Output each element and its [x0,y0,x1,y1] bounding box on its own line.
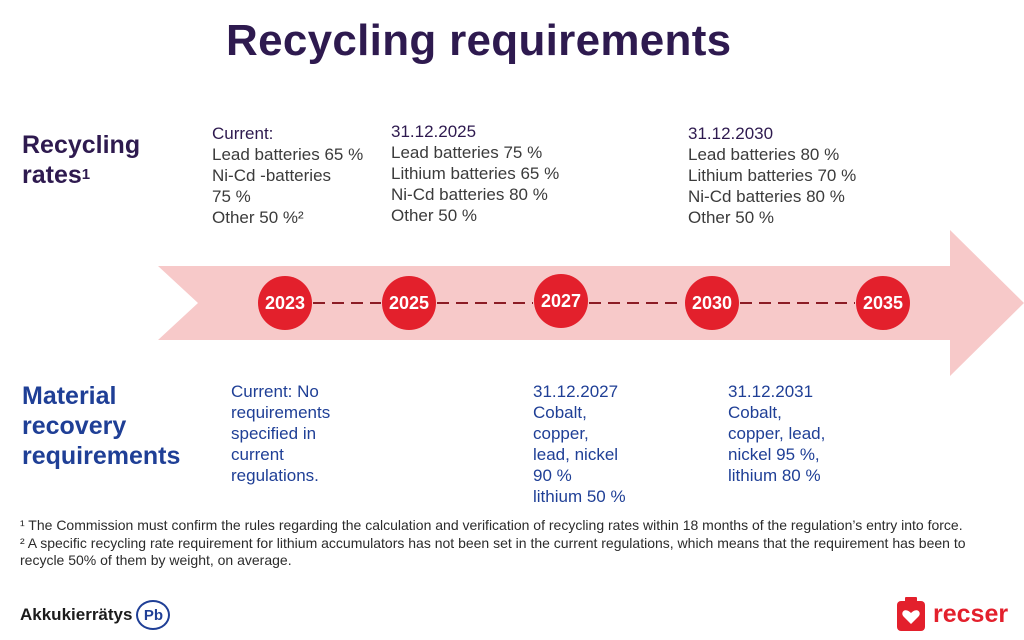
rates-current-block: Current: Lead batteries 65 % Ni-Cd -batt… [212,123,363,228]
rates-2030-block: 31.12.2030 Lead batteries 80 % Lithium b… [688,123,856,228]
material-recovery-label-line-3: requirements [22,442,181,470]
akkukierratys-logo: Akkukierrätys Pb [20,600,171,630]
material-recovery-label: Material recovery requirements [22,381,180,471]
battery-heart-icon [897,597,925,631]
material-current-line: requirements [231,403,331,422]
rates-2025-line: Lithium batteries 65 % [391,164,560,183]
material-current-block: Current: No requirements specified in cu… [231,381,330,486]
rates-2030-line: Lithium batteries 70 % [688,166,857,185]
material-2027-line: lead, nickel [533,445,619,464]
recser-logo: recser [897,597,1008,631]
material-2027-heading: 31.12.2027 [533,382,619,401]
material-2031-line: lithium 80 % [728,466,821,485]
milestone-2030: 2030 [685,276,739,330]
rates-2030-heading: 31.12.2030 [688,124,774,143]
material-current-line: current [231,445,284,464]
material-current-heading: Current: [231,382,293,401]
recser-wordmark: recser [933,599,1009,628]
rates-current-line: Lead batteries 65 % [212,145,364,164]
rates-2025-line: Ni-Cd batteries 80 % [391,185,548,204]
rates-2025-line: Other 50 % [391,206,477,225]
recycling-rates-label-line-2: rates [22,161,82,189]
rates-2025-block: 31.12.2025 Lead batteries 75 % Lithium b… [391,121,559,226]
recycling-rates-label: Recycling rates1 [22,130,140,190]
rates-2025-line: Lead batteries 75 % [391,143,543,162]
akkukierratys-wordmark: Akkukierrätys [20,605,133,624]
rates-2030-line: Lead batteries 80 % [688,145,840,164]
material-2031-block: 31.12.2031 Cobalt, copper, lead, nickel … [728,381,825,486]
milestone-2023: 2023 [258,276,312,330]
milestone-2035: 2035 [856,276,910,330]
rates-current-line: 75 % [212,187,251,206]
milestone-2027: 2027 [534,274,588,328]
footnotes: ¹ The Commission must confirm the rules … [20,517,1010,570]
material-current-heading-rest: No [292,382,319,401]
recycling-rates-label-line-1: Recycling [22,131,141,159]
material-2027-block: 31.12.2027 Cobalt, copper, lead, nickel … [533,381,626,507]
material-2031-line: nickel 95 %, [728,445,820,464]
material-2031-heading: 31.12.2031 [728,382,814,401]
material-2027-line: copper, [533,424,589,443]
pb-badge-icon: Pb [136,600,171,630]
rates-2025-heading: 31.12.2025 [391,122,477,141]
milestone-2025: 2025 [382,276,436,330]
footnote-ref-1: 1 [81,166,91,183]
material-recovery-label-line-2: recovery [22,412,127,440]
material-2027-line: 90 % [533,466,572,485]
material-current-line: specified in [231,424,317,443]
material-current-line: regulations. [231,466,319,485]
rates-current-line: Ni-Cd -batteries [212,166,332,185]
footnote-2: ² A specific recycling rate requirement … [20,534,966,569]
rates-current-line: Other 50 %² [212,208,304,227]
footnote-1: ¹ The Commission must confirm the rules … [20,517,963,533]
page-title: Recycling requirements [226,16,732,65]
material-recovery-label-line-1: Material [22,382,117,410]
material-2027-line: lithium 50 % [533,487,626,506]
material-2031-line: copper, lead, [728,424,826,443]
material-2031-line: Cobalt, [728,403,782,422]
rates-current-heading: Current: [212,124,274,143]
rates-2030-line: Other 50 % [688,208,774,227]
rates-2030-line: Ni-Cd batteries 80 % [688,187,845,206]
material-2027-line: Cobalt, [533,403,587,422]
